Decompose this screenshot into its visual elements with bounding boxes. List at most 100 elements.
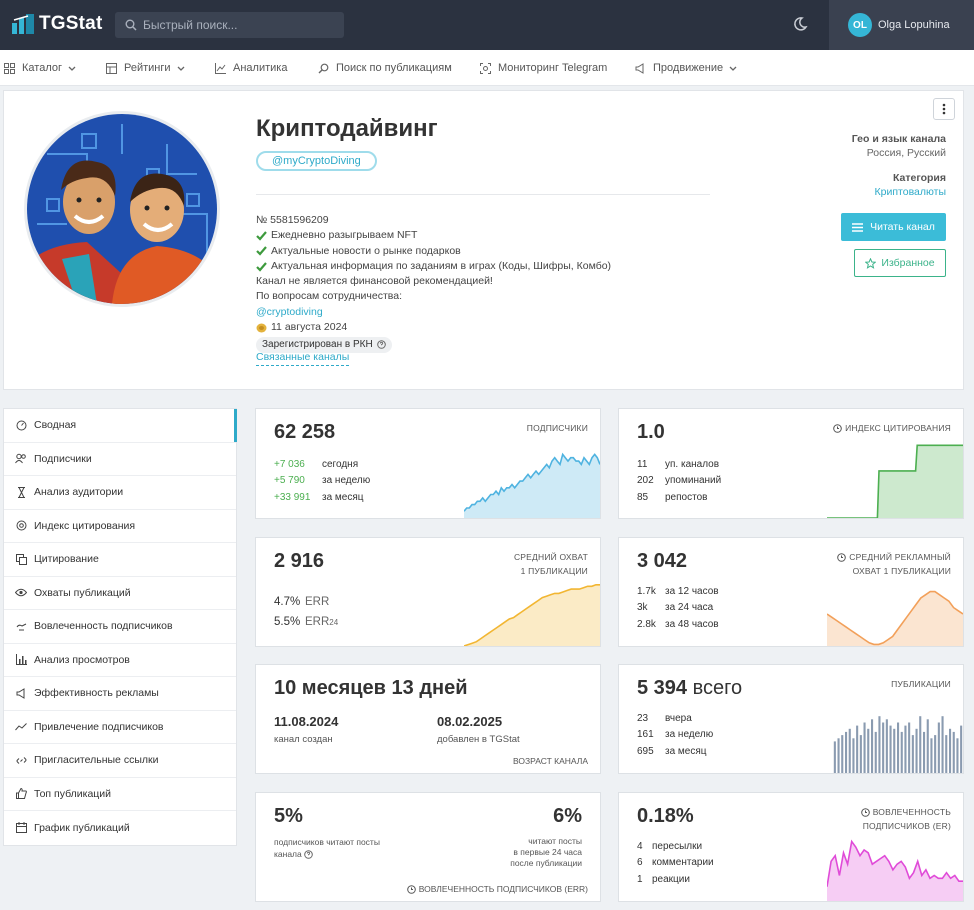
stat-label: за месяц (665, 745, 707, 757)
citation-index-card[interactable]: 1.0 ИНДЕКС ЦИТИРОВАНИЯ 11 уп. каналов 202… (618, 408, 964, 519)
channel-handle[interactable]: @myCryptoDiving (256, 151, 377, 171)
sidebar-item-schedule[interactable]: График публикаций (4, 811, 236, 845)
contact-link[interactable]: @cryptodiving (256, 305, 323, 318)
stat-row: 1 реакции (637, 871, 714, 888)
stat-row: +33 991 за месяц (274, 489, 370, 506)
subscribers-card[interactable]: 62 258 ПОДПИСЧИКИ +7 036 сегодня +5 790 за… (255, 408, 601, 519)
stat-value: +5 790 (274, 475, 305, 487)
er-card[interactable]: 0.18% ВОВЛЕЧЕННОСТЬ ПОДПИСЧИКОВ (ER) 4 пер… (618, 792, 964, 902)
err-stats: 4.7% ERR 5.5% ERR 24 (274, 592, 338, 632)
logo-icon (12, 14, 34, 34)
chart-bar (949, 728, 952, 773)
subscribers-value: 62 258 (274, 421, 336, 443)
more-menu-button[interactable] (933, 98, 955, 120)
question-icon[interactable] (304, 850, 313, 860)
favorite-button[interactable]: Избранное (854, 249, 946, 277)
sidebar-item-subscribers[interactable]: Подписчики (4, 443, 236, 476)
geo-value: Россия, Русский (866, 147, 946, 159)
channel-age-card[interactable]: 10 месяцев 13 дней 11.08.2024 канал созд… (255, 664, 601, 774)
card-title: СРЕДНИЙ РЕКЛАМНЫЙ ОХВАТ 1 ПУБЛИКАЦИИ (837, 550, 951, 578)
check-icon (256, 261, 267, 272)
sidebar-item-label: Привлечение подписчиков (34, 720, 164, 733)
coin-icon (256, 323, 267, 333)
sidebar-item-citations[interactable]: Цитирование (4, 543, 236, 577)
stat-value: 1.7k (637, 585, 656, 597)
avatar: OL (848, 13, 872, 37)
nav-catalog[interactable]: Каталог (4, 50, 76, 86)
rkn-badge[interactable]: Зарегистрирован в РКН (256, 336, 392, 353)
nav-promotion[interactable]: Продвижение (635, 50, 737, 86)
thumbs-up-icon (15, 788, 27, 800)
search-icon (318, 63, 329, 73)
related-channels-link[interactable]: Связанные каналы (256, 350, 350, 367)
chart-bar (833, 741, 836, 773)
sidebar-item-views[interactable]: Анализ просмотров (4, 644, 236, 677)
sidebar-item-ad-efficiency[interactable]: Эффективность рекламы (4, 677, 236, 711)
sidebar-item-top-posts[interactable]: Топ публикаций (4, 778, 236, 811)
sidebar-item-acquisition[interactable]: Привлечение подписчиков (4, 711, 236, 744)
caption-line: в первые 24 часа (513, 847, 582, 857)
table-icon (106, 62, 117, 74)
stat-row: 11 уп. каналов (637, 456, 721, 473)
nav-monitoring[interactable]: Мониторинг Telegram (480, 50, 607, 86)
moon-icon[interactable] (792, 16, 808, 32)
chart-bar (941, 716, 944, 773)
sidebar-item-label: Сводная (34, 419, 77, 432)
stat-label: уп. каналов (665, 458, 720, 470)
read-channel-button[interactable]: Читать канал (841, 213, 946, 241)
chart-bar (952, 731, 955, 773)
reach-card[interactable]: 2 916 СРЕДНИЙ ОХВАТ 1 ПУБЛИКАЦИИ 4.7% ERR … (255, 537, 601, 647)
stat-row: 202 упоминаний (637, 473, 721, 490)
category-link[interactable]: Криптовалюты (874, 186, 946, 198)
publications-card[interactable]: 5 394 всего ПУБЛИКАЦИИ 23 вчера 161 за нед… (618, 664, 964, 774)
ad-reach-card[interactable]: 3 042 СРЕДНИЙ РЕКЛАМНЫЙ ОХВАТ 1 ПУБЛИКАЦИ… (618, 537, 964, 647)
sidebar-item-label: Анализ просмотров (34, 653, 130, 666)
err-right-caption: читают посты в первые 24 часа после публ… (510, 836, 582, 869)
description-line: Актуальная информация по заданиям в игра… (256, 259, 716, 274)
stat-label: за 12 часов (665, 585, 719, 597)
chart-line (827, 444, 963, 518)
sidebar-item-label: Пригласительные ссылки (34, 754, 159, 767)
sidebar-item-citation-index[interactable]: Индекс цитирования (4, 510, 236, 543)
chevron-down-icon (68, 66, 76, 71)
channel-date: 11 августа 2024 (256, 320, 716, 335)
stat-row: +7 036 сегодня (274, 456, 370, 473)
stat-row: 695 за месяц (637, 743, 713, 760)
sidebar-item-audience[interactable]: Анализ аудитории (4, 476, 236, 510)
created-label: канал создан (274, 734, 333, 745)
description-text: Актуальные новости о рынке подарков (271, 244, 461, 257)
chart-bar (930, 738, 933, 773)
nav-ratings-label: Рейтинги (124, 62, 171, 74)
stat-value: 161 (637, 729, 654, 741)
geo-label: Гео и язык канала (851, 133, 946, 145)
nav-monitoring-label: Мониторинг Telegram (498, 62, 608, 74)
logo[interactable]: TGStat (12, 13, 102, 35)
nav-ratings[interactable]: Рейтинги (106, 50, 185, 86)
er-stats: 4 пересылки 6 комментарии 1 реакции (637, 838, 714, 888)
sidebar-item-invite-links[interactable]: Пригласительные ссылки (4, 744, 236, 778)
megaphone-icon (16, 687, 24, 699)
chart-bar (874, 731, 877, 773)
channel-age-value: 10 месяцев 13 дней (274, 677, 468, 699)
sidebar-item-engagement[interactable]: Вовлеченность подписчиков (4, 610, 236, 644)
link-icon (16, 756, 26, 764)
user-menu[interactable]: OL Olga Lopuhina (829, 0, 974, 50)
card-title: ВОВЛЕЧЕННОСТЬ ПОДПИСЧИКОВ (ER) (860, 805, 951, 833)
card-title-line: ОХВАТ 1 ПУБЛИКАЦИИ (852, 566, 951, 576)
stat-label: за неделю (665, 729, 714, 741)
stat-value: 85 (637, 491, 649, 503)
stat-label: за 48 часов (665, 618, 719, 630)
sidebar-item-reach[interactable]: Охваты публикаций (4, 577, 236, 610)
err-card[interactable]: 5% подписчиков читают посты канала 6% чи… (255, 792, 601, 902)
card-title-text: ИНДЕКС ЦИТИРОВАНИЯ (845, 423, 951, 433)
sidebar-item-summary[interactable]: Сводная (4, 409, 237, 443)
search-input[interactable]: Быстрый поиск... (115, 12, 344, 38)
stat-row: +5 790 за неделю (274, 473, 370, 490)
er-chart (827, 839, 963, 901)
main-nav: Каталог Рейтинги Аналитика Поиск по публ… (0, 50, 974, 86)
channel-description: № 5581596209 Ежедневно разыгрываем NFT А… (256, 213, 716, 367)
nav-analytics[interactable]: Аналитика (215, 50, 287, 86)
stat-row: 3k за 24 часа (637, 600, 719, 617)
nav-search-publications[interactable]: Поиск по публикациям (318, 50, 452, 86)
megaphone-icon (635, 62, 644, 74)
